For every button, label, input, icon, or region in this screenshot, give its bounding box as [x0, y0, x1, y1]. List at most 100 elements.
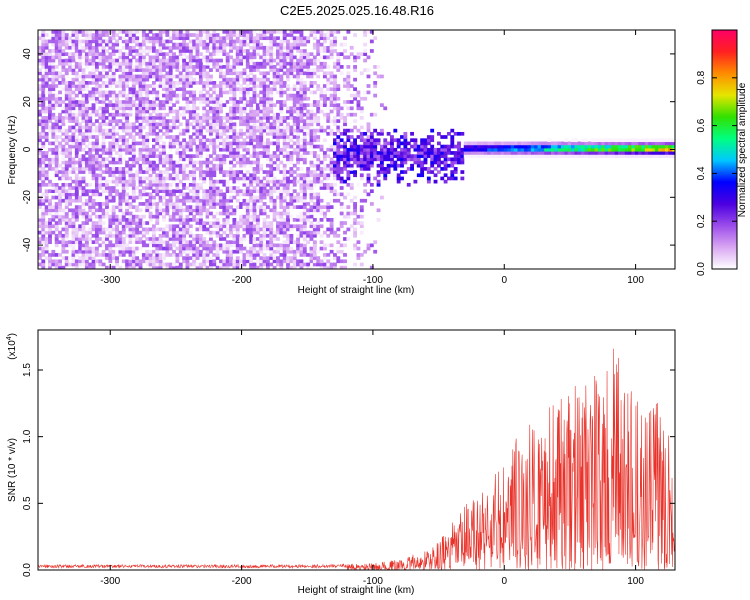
spectrogram-cell: [192, 167, 197, 171]
spectrogram-cell: [111, 116, 116, 120]
spectrogram-cell: [185, 221, 190, 225]
spectrogram-cell: [279, 49, 284, 53]
spectrogram-cell: [195, 33, 200, 37]
spectrogram-cell: [232, 90, 237, 95]
spectrogram-cell: [188, 233, 193, 238]
spectrogram-cell: [242, 154, 247, 158]
spectrogram-cell: [182, 74, 187, 79]
spectrogram-cell: [245, 93, 250, 98]
spectrogram-cell: [138, 230, 143, 235]
spectrogram-cell: [289, 33, 294, 37]
spectrogram-cell: [252, 240, 257, 245]
spectrogram-cell: [229, 77, 233, 82]
spectrogram-cell: [44, 198, 49, 203]
spectrogram-cell: [343, 122, 347, 127]
spectrogram-cell: [151, 154, 156, 158]
spectrogram-cell: [259, 144, 264, 149]
spectrogram-cell: [125, 249, 130, 254]
spectrogram-cell: [232, 30, 237, 34]
spectrogram-cell: [212, 186, 217, 190]
spectrogram-cell: [68, 195, 73, 200]
spectrogram-cell: [306, 186, 311, 190]
spectrogram-cell: [125, 122, 130, 127]
spectrogram-cell: [138, 116, 143, 120]
spectrogram-cell: [282, 80, 287, 85]
spectrogram-cell: [316, 144, 321, 149]
spectrogram-cell: [286, 128, 290, 133]
spectrogram-cell: [138, 55, 143, 60]
spectrogram-cell: [105, 253, 109, 257]
spectrogram-cell: [319, 144, 324, 149]
spectrogram-cell: [302, 55, 307, 60]
spectrogram-cell: [286, 259, 290, 264]
spectrogram-cell: [346, 71, 351, 76]
spectrogram-cell: [54, 224, 59, 229]
spectrogram-cell: [225, 135, 230, 139]
spectrogram-cell: [48, 233, 52, 238]
spectrogram-cell: [265, 265, 270, 269]
spectrogram-cell: [245, 151, 250, 155]
spectrogram-cell: [131, 179, 136, 184]
spectrogram-cell: [319, 160, 324, 165]
spectrogram-cell: [121, 147, 126, 152]
spectrogram-cell: [265, 84, 270, 88]
spectrogram-cell: [61, 61, 66, 66]
spectrogram-cell: [208, 259, 213, 264]
spectrogram-cell: [192, 256, 197, 260]
spectrogram-cell: [272, 65, 277, 69]
spectrogram-cell: [185, 119, 190, 123]
spectrogram-cell: [58, 195, 62, 200]
spectrogram-cell: [135, 221, 140, 225]
spectrogram-cell: [339, 202, 344, 206]
spectrogram-cell: [188, 154, 193, 158]
spectrogram-cell: [299, 262, 304, 267]
spectrogram-cell: [51, 106, 56, 111]
spectrogram-cell: [296, 96, 300, 101]
spectrogram-cell: [51, 195, 56, 200]
spectrogram-cell: [131, 68, 136, 72]
spectrogram-cell: [58, 52, 62, 56]
spectrogram-cell: [61, 176, 66, 181]
spectrogram-cell: [319, 33, 324, 37]
spectrogram-cell: [98, 176, 103, 181]
spectrogram-cell: [202, 198, 207, 203]
spectrogram-cell: [346, 160, 351, 165]
spectrogram-cell: [162, 147, 166, 152]
spectrogram-cell: [81, 119, 86, 123]
spectrogram-cell: [333, 262, 337, 267]
spectrogram-cell: [128, 173, 133, 178]
spectrogram-cell: [296, 259, 300, 264]
spectrogram-cell: [151, 71, 156, 76]
spectrogram-cell: [155, 227, 160, 232]
spectrogram-cell: [168, 125, 173, 130]
spectrogram-cell: [111, 141, 116, 146]
spectrogram-cell: [272, 157, 277, 162]
spectrogram-cell: [138, 221, 143, 225]
spectrogram-cell: [172, 265, 176, 269]
spectrogram-cell: [182, 65, 187, 69]
spectrogram-cell: [115, 112, 119, 117]
spectrogram-cell: [151, 214, 156, 219]
spectrogram-cell: [195, 221, 200, 225]
spectrogram-cell: [51, 141, 56, 146]
spectrogram-cell: [296, 138, 300, 143]
spectrogram-cell: [41, 151, 46, 155]
spectrogram-cell: [225, 154, 230, 158]
spectrogram-cell: [255, 253, 260, 257]
spectrogram-cell: [249, 58, 254, 63]
spectrogram-cell: [51, 189, 56, 194]
spectrogram-cell: [329, 71, 334, 76]
spectrogram-cell: [41, 144, 46, 149]
spectrogram-cell: [68, 65, 73, 69]
spectrogram-cell: [222, 52, 227, 56]
spectrogram-cell: [276, 227, 280, 232]
spectrogram-cell: [312, 205, 317, 209]
spectrogram-cell: [81, 84, 86, 88]
spectrogram-cell: [225, 221, 230, 225]
spectrogram-cell: [235, 103, 240, 107]
spectrogram-cell: [329, 96, 334, 101]
spectrogram-cell: [262, 176, 267, 181]
spectrogram-cell: [343, 128, 347, 133]
spectrogram-cell: [178, 163, 183, 168]
spectrogram-cell: [202, 93, 207, 98]
